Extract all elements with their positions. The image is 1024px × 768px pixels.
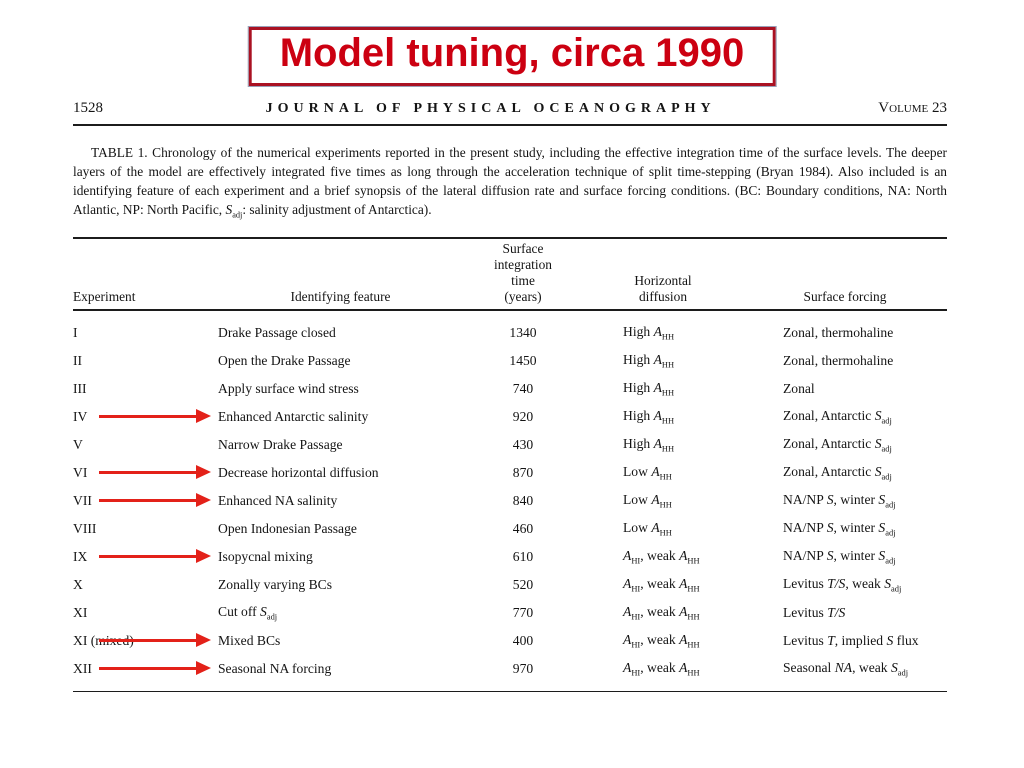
cell-feature: Open the Drake Passage <box>218 352 351 368</box>
table-body: I Drake Passage closed 1340 High AHH Zonal, … <box>73 311 947 683</box>
cell-diffusion: High AHH <box>623 435 675 454</box>
table-row: IX Isopycnal mixing 610 AHI, weak AHH NA/NP … <box>73 543 947 571</box>
cell-feature: Isopycnal mixing <box>218 548 313 564</box>
cell-diffusion: AHI, weak AHH <box>623 547 700 566</box>
header-horizontal-diffusion: Horizontal diffusion <box>634 273 692 305</box>
table-row: I Drake Passage closed 1340 High AHH Zonal, … <box>73 319 947 347</box>
cell-experiment: X <box>73 576 83 592</box>
cell-experiment: XI (mixed) <box>73 632 134 648</box>
cell-experiment: V <box>73 436 83 452</box>
cell-diffusion: AHI, weak AHH <box>623 575 700 594</box>
cell-feature: Drake Passage closed <box>218 324 336 340</box>
header-integration-time: Surface integration time (years) <box>493 241 552 305</box>
table-bottom-rule <box>73 690 947 693</box>
slide-title: Model tuning, circa 1990 <box>279 31 745 75</box>
header-rule <box>73 124 947 126</box>
table-caption: TABLE 1. Chronology of the numerical exp… <box>73 144 947 221</box>
cell-forcing: Zonal, Antarctic Sadj <box>783 463 892 482</box>
cell-experiment: IV <box>73 408 88 424</box>
cell-experiment: VIII <box>73 520 97 536</box>
cell-time: 970 <box>512 660 534 676</box>
cell-forcing: Seasonal NA, weak Sadj <box>783 659 909 678</box>
journal-page-scan: 1528 JOURNAL OF PHYSICAL OCEANOGRAPHY Vo… <box>73 100 947 693</box>
cell-diffusion: Low AHH <box>623 491 672 510</box>
cell-experiment: XII <box>73 660 92 676</box>
cell-experiment: IX <box>73 548 88 564</box>
cell-time: 870 <box>512 464 534 480</box>
cell-time: 770 <box>512 604 534 620</box>
cell-forcing: Zonal, thermohaline <box>783 352 894 368</box>
table-row: X Zonally varying BCs 520 AHI, weak AHH Levi… <box>73 571 947 599</box>
cell-time: 460 <box>512 520 534 536</box>
cell-diffusion: Low AHH <box>623 463 672 482</box>
cell-diffusion: High AHH <box>623 323 675 342</box>
cell-forcing: NA/NP S, winter Sadj <box>783 491 896 510</box>
volume-label: Volume 23 <box>878 100 947 116</box>
cell-experiment: VI <box>73 464 88 480</box>
cell-diffusion: AHI, weak AHH <box>623 631 700 650</box>
page-number: 1528 <box>73 100 103 116</box>
journal-header: 1528 JOURNAL OF PHYSICAL OCEANOGRAPHY Vo… <box>73 100 947 117</box>
cell-diffusion: AHI, weak AHH <box>623 659 700 678</box>
cell-feature: Enhanced NA salinity <box>218 492 338 508</box>
cell-time: 520 <box>512 576 534 592</box>
cell-time: 740 <box>512 380 534 396</box>
cell-diffusion: High AHH <box>623 379 675 398</box>
table-top-rule <box>73 237 947 240</box>
cell-time: 840 <box>512 492 534 508</box>
header-experiment: Experiment <box>73 289 136 305</box>
table-row: IV Enhanced Antarctic salinity 920 High AHH… <box>73 403 947 431</box>
cell-feature: Apply surface wind stress <box>218 380 359 396</box>
table-header-row: Experiment Identifying feature Surface i… <box>73 239 947 309</box>
experiments-table: Experiment Identifying feature Surface i… <box>73 237 947 693</box>
cell-experiment: I <box>73 324 78 340</box>
cell-forcing: Zonal, thermohaline <box>783 324 894 340</box>
cell-experiment: III <box>73 380 87 396</box>
cell-forcing: NA/NP S, winter Sadj <box>783 519 896 538</box>
cell-time: 400 <box>512 632 534 648</box>
table-row: III Apply surface wind stress 740 High AHH Z… <box>73 375 947 403</box>
cell-time: 430 <box>512 436 534 452</box>
table-row: VII Enhanced NA salinity 840 Low AHH NA/NP S… <box>73 487 947 515</box>
table-row: II Open the Drake Passage 1450 High AHH Zona… <box>73 347 947 375</box>
cell-feature: Zonally varying BCs <box>218 576 333 592</box>
cell-experiment: VII <box>73 492 92 508</box>
cell-feature: Cut off Sadj <box>218 603 278 622</box>
cell-diffusion: Low AHH <box>623 519 672 538</box>
cell-forcing: Zonal <box>783 380 815 396</box>
cell-forcing: NA/NP S, winter Sadj <box>783 547 896 566</box>
table-row: VI Decrease horizontal diffusion 870 Low AH… <box>73 459 947 487</box>
cell-feature: Decrease horizontal diffusion <box>218 464 379 480</box>
cell-diffusion: AHI, weak AHH <box>623 603 700 622</box>
table-row: XI (mixed) Mixed BCs 400 AHI, weak AHH Levit… <box>73 627 947 655</box>
header-identifying-feature: Identifying feature <box>290 289 391 305</box>
cell-forcing: Zonal, Antarctic Sadj <box>783 407 892 426</box>
journal-name: JOURNAL OF PHYSICAL OCEANOGRAPHY <box>265 101 716 116</box>
cell-experiment: II <box>73 352 83 368</box>
table-row: XI Cut off Sadj 770 AHI, weak AHH Levitus T/… <box>73 599 947 627</box>
cell-feature: Open Indonesian Passage <box>218 520 357 536</box>
table-row: XII Seasonal NA forcing 970 AHI, weak AHH Se… <box>73 655 947 683</box>
cell-time: 920 <box>512 408 534 424</box>
cell-time: 610 <box>512 548 534 564</box>
table-row: VIII Open Indonesian Passage 460 Low AHH NA/… <box>73 515 947 543</box>
cell-experiment: XI <box>73 604 88 620</box>
cell-forcing: Levitus T/S <box>783 604 846 620</box>
cell-diffusion: High AHH <box>623 407 675 426</box>
cell-time: 1340 <box>509 324 537 340</box>
cell-time: 1450 <box>509 352 537 368</box>
cell-forcing: Zonal, Antarctic Sadj <box>783 435 892 454</box>
header-surface-forcing: Surface forcing <box>803 289 887 305</box>
cell-forcing: Levitus T/S, weak Sadj <box>783 575 902 594</box>
table-header-rule <box>73 309 947 311</box>
cell-forcing: Levitus T, implied S flux <box>783 632 919 648</box>
cell-diffusion: High AHH <box>623 351 675 370</box>
table-row: V Narrow Drake Passage 430 High AHH Zonal, A… <box>73 431 947 459</box>
cell-feature: Narrow Drake Passage <box>218 436 343 452</box>
cell-feature: Enhanced Antarctic salinity <box>218 408 369 424</box>
slide-title-box: Model tuning, circa 1990 <box>247 26 777 87</box>
cell-feature: Mixed BCs <box>218 632 281 648</box>
cell-feature: Seasonal NA forcing <box>218 660 332 676</box>
